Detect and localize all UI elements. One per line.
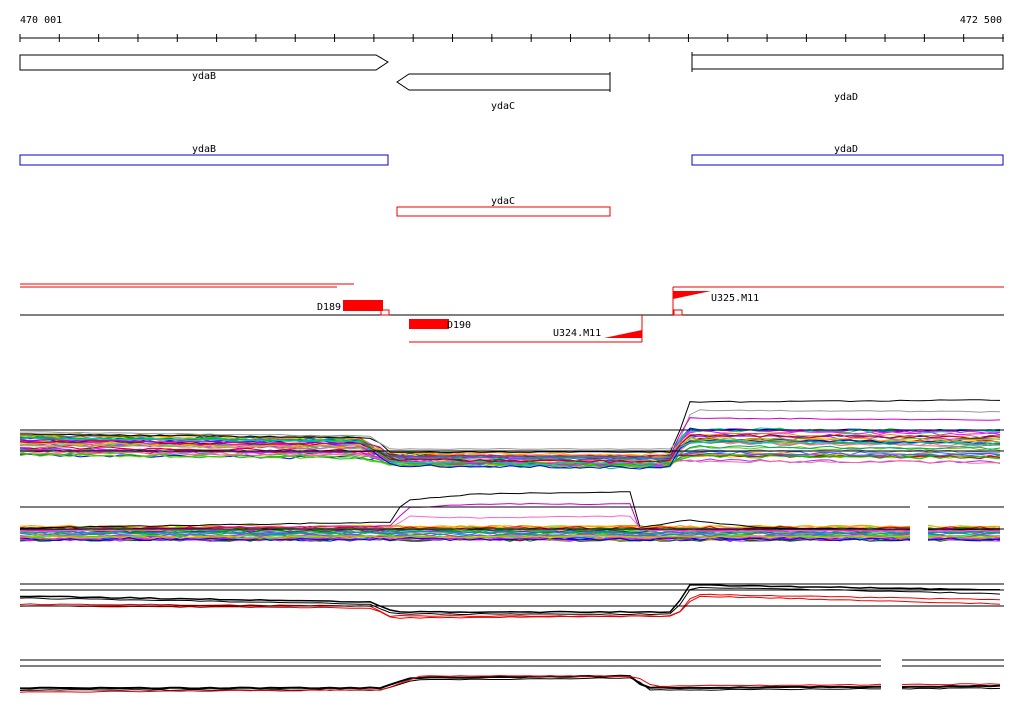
track-gap bbox=[881, 655, 902, 699]
gene-arrow-ydab[interactable] bbox=[19, 54, 389, 71]
feature-track: D189 D190 U324.M11 U325.M11 bbox=[20, 283, 1004, 343]
expression-line bbox=[19, 531, 1001, 536]
track-gap bbox=[910, 500, 928, 550]
expression-line bbox=[20, 674, 1001, 690]
expression-track-1 bbox=[19, 399, 1004, 470]
expression-line bbox=[19, 534, 1001, 539]
expression-track-3 bbox=[19, 583, 1004, 619]
expression-line bbox=[19, 491, 1001, 531]
expression-track-4 bbox=[19, 655, 1004, 699]
annotation-track: ydaB ydaD ydaC bbox=[19, 144, 1004, 217]
expression-line bbox=[20, 399, 1001, 454]
gene-label-ydac: ydaC bbox=[491, 101, 515, 112]
feature-label-u324: U324.M11 bbox=[553, 328, 601, 339]
annotation-box-ydad[interactable] bbox=[691, 154, 1004, 166]
axis-end-label: 472 500 bbox=[960, 15, 1002, 26]
annotation-box-ydac[interactable] bbox=[396, 206, 611, 217]
annotation-box-ydab[interactable] bbox=[19, 154, 389, 166]
feature-block-d190[interactable] bbox=[409, 319, 449, 329]
expression-line bbox=[19, 437, 1001, 457]
expression-line bbox=[19, 437, 1001, 466]
feature-label-d189: D189 bbox=[317, 302, 341, 313]
gene-label-ydad: ydaD bbox=[834, 92, 858, 103]
axis-start-label: 470 001 bbox=[20, 15, 62, 26]
coordinate-axis: 470 001 472 500 bbox=[19, 15, 1004, 42]
feature-label-d190: D190 bbox=[447, 320, 471, 331]
expression-line bbox=[19, 409, 1001, 450]
expression-line bbox=[19, 502, 1001, 532]
expression-line bbox=[19, 524, 1001, 529]
expression-line bbox=[19, 677, 1001, 692]
axis-ticks bbox=[19, 34, 1004, 42]
expression-line bbox=[19, 595, 1001, 619]
expression-line bbox=[19, 586, 1001, 616]
gene-track: ydaB ydaC ydaD bbox=[19, 52, 1004, 112]
feature-marker-u325 bbox=[673, 309, 683, 316]
expression-line bbox=[19, 417, 1001, 458]
expression-line bbox=[19, 674, 1001, 693]
feature-marker-d189 bbox=[380, 309, 390, 316]
annotation-label-ydac: ydaC bbox=[491, 196, 515, 207]
feature-label-u325: U325.M11 bbox=[711, 293, 759, 304]
annotation-label-ydab: ydaB bbox=[192, 144, 216, 155]
expression-line bbox=[19, 593, 1001, 618]
expression-line bbox=[19, 534, 1001, 539]
annotation-label-ydad: ydaD bbox=[834, 144, 858, 155]
gene-label-ydab: ydaB bbox=[192, 71, 216, 82]
feature-block-d189[interactable] bbox=[343, 300, 383, 311]
gene-arrow-ydac[interactable] bbox=[396, 73, 611, 91]
expression-line bbox=[20, 583, 1001, 614]
expression-line bbox=[19, 433, 1001, 464]
expression-track-2 bbox=[19, 491, 1004, 550]
feature-wedge-u324[interactable] bbox=[604, 330, 642, 338]
feature-wedge-u325[interactable] bbox=[673, 291, 711, 299]
gene-box-ydad[interactable] bbox=[691, 54, 1004, 70]
